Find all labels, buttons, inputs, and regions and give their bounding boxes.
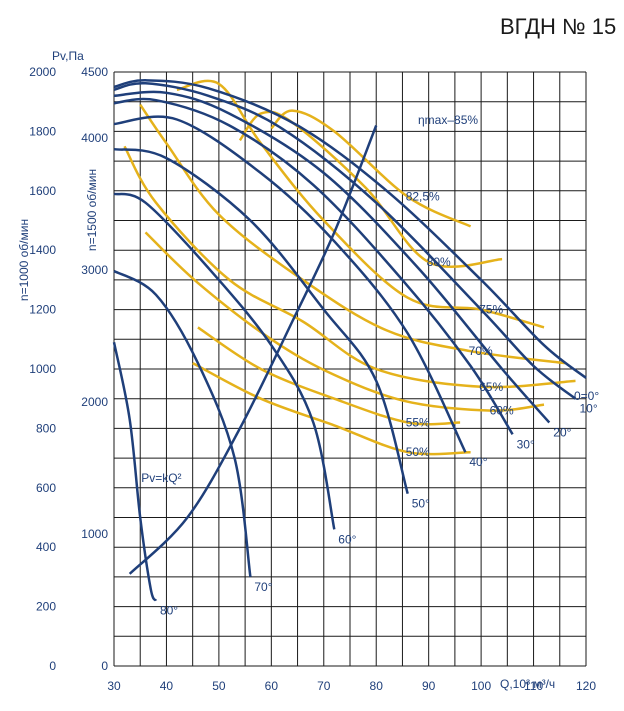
x-ticks: 30 40 50 60 70 80 90 100 110 120 <box>107 679 596 693</box>
y-tick-label: 800 <box>36 421 56 435</box>
pressure-curve <box>113 79 587 379</box>
y-tick-label: 200 <box>36 600 56 614</box>
pressure-curve <box>113 115 467 453</box>
pressure-curve-label: 60° <box>338 532 356 546</box>
pressure-curve-label: Pv=kQ² <box>141 471 181 485</box>
efficiency-curves: 82,5%80%75%70%65%60%55%50% <box>123 79 576 459</box>
pressure-curve <box>113 269 252 578</box>
y-axis-title: Pv,Па <box>52 49 84 63</box>
y2-tick-label: 3000 <box>81 263 108 277</box>
y2-tick-label: 4500 <box>81 65 108 79</box>
pressure-curve-label: 20° <box>553 425 571 439</box>
pressure-curve-label: 30° <box>517 437 535 451</box>
x-tick-label: 30 <box>107 679 121 693</box>
y-tick-label: 400 <box>36 540 56 554</box>
y-ticks-1000rpm: 0 200 400 600 800 1000 1200 1400 1600 1800 2000 <box>29 65 56 673</box>
x-tick-label: 50 <box>212 679 226 693</box>
x-axis-title: Q,10³ м³/ч <box>500 677 555 691</box>
efficiency-curve <box>270 109 472 228</box>
pressure-curve <box>113 81 577 400</box>
efficiency-curve <box>192 361 471 456</box>
efficiency-curve <box>238 110 503 268</box>
efficiency-label: 82,5% <box>406 190 440 204</box>
y-tick-label: 2000 <box>29 65 56 79</box>
efficiency-curve <box>144 231 545 412</box>
y-tick-label: 1200 <box>29 303 56 317</box>
y2-tick-label: 0 <box>101 659 108 673</box>
efficiency-curve <box>197 326 461 426</box>
x-tick-label: 40 <box>160 679 174 693</box>
y2-tick-label: 2000 <box>81 395 108 409</box>
pressure-curve-label: 40° <box>469 455 487 469</box>
x-tick-label: 70 <box>317 679 331 693</box>
x-tick-label: 90 <box>422 679 436 693</box>
pressure-curve <box>112 342 158 602</box>
x-tick-label: 120 <box>576 679 596 693</box>
pressure-curve <box>113 192 336 530</box>
y2-tick-label: 1000 <box>81 527 108 541</box>
efficiency-curve <box>139 103 566 365</box>
grid <box>113 71 587 667</box>
x-tick-label: 80 <box>370 679 384 693</box>
efficiency-label: 50% <box>406 445 430 459</box>
pressure-curve-label: 10° <box>580 402 598 416</box>
y-tick-label: 0 <box>49 659 56 673</box>
pressure-curve <box>113 90 551 424</box>
x-tick-label: 60 <box>265 679 279 693</box>
pressure-curves: 0=0°10° 20° 30° 40° 50° 60° 70° 80° Pv=kQ² <box>112 79 599 618</box>
x-tick-label: 110 <box>524 679 543 693</box>
efficiency-label: 55% <box>406 415 430 429</box>
efficiency-curve <box>123 145 576 389</box>
eta-max-label: ηmax–85% <box>418 113 478 127</box>
y-tick-label: 1800 <box>29 124 56 138</box>
pressure-curve-label: 80° <box>160 604 178 618</box>
y-tick-label: 1600 <box>29 184 56 198</box>
chart-title: ВГДН № 15 <box>500 14 616 39</box>
rpm-1000-label: n=1000 об/мин <box>17 219 31 301</box>
pressure-curve <box>113 97 514 435</box>
rpm-1500-label: n=1500 об/мин <box>85 169 99 251</box>
y-ticks-1500rpm: 0 1000 2000 3000 4000 4500 <box>81 65 108 673</box>
x-tick-label: 100 <box>471 679 491 693</box>
pressure-curve <box>113 147 409 495</box>
y-tick-label: 1000 <box>29 362 56 376</box>
y2-tick-label: 4000 <box>81 131 108 145</box>
y-tick-label: 1400 <box>29 243 56 257</box>
pressure-curve-label: 0=0° <box>574 389 599 403</box>
pressure-curve-label: 50° <box>412 497 430 511</box>
pressure-curve <box>128 125 378 575</box>
y-tick-label: 600 <box>36 481 56 495</box>
pressure-curve-label: 70° <box>254 580 272 594</box>
efficiency-label: 70% <box>469 344 493 358</box>
